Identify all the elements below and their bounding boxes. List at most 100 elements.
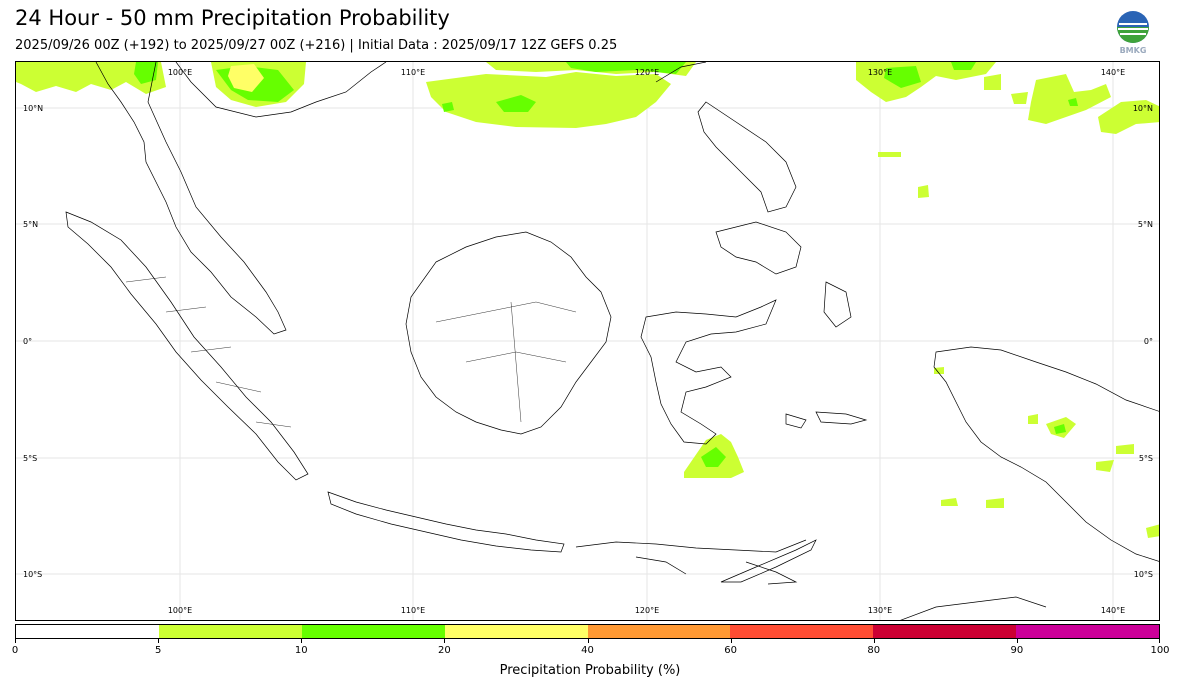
lat-label-0: 0° [23,337,32,346]
chart-title: 24 Hour - 50 mm Precipitation Probabilit… [15,6,450,30]
lon-label-110e: 110°E [401,68,425,77]
precip-area-5-10 [1011,92,1028,104]
map-panel: 100°E 110°E 120°E 130°E 140°E 100°E 110°… [15,61,1160,621]
precip-area-10-20 [566,62,686,74]
precip-area-5-10 [426,72,671,128]
precip-area-10-20 [496,95,536,112]
lat-label-10s: 10°S [23,570,42,579]
lon-labels-top: 100°E 110°E 120°E 130°E 140°E [168,68,1125,77]
colorbar-tick-label: 100 [1150,645,1170,656]
lon-label-100e-bottom: 100°E [168,606,192,615]
coastline-timor [720,539,817,583]
coastline-lesser-sunda [575,539,807,585]
colorbar-segment [1016,625,1159,638]
lat-label-5n: 5°N [23,220,38,229]
lat-labels-left: 10°N 5°N 0° 5°S 10°S [23,104,43,579]
chart-subtitle: 2025/09/26 00Z (+192) to 2025/09/27 00Z … [15,38,618,53]
precip-area-5-10 [918,185,929,198]
coastline-java [327,491,565,553]
precip-area-5-10 [16,62,166,94]
precip-area-10-20 [1054,424,1066,434]
colorbar-segment [587,625,731,638]
lon-label-140e: 140°E [1101,68,1125,77]
coastline-australia-north [900,596,1047,620]
colorbar-tick [1016,639,1018,643]
lat-label-0-right: 0° [1144,337,1153,346]
precip-area-5-10 [1096,460,1114,472]
colorbar-segment [873,625,1017,638]
precip-area-5-10 [984,74,1001,90]
precip-area-5-10 [941,498,958,506]
coastline-papua [933,346,1159,562]
colorbar-tick [301,639,303,643]
svg-text:BMKG: BMKG [1120,46,1147,55]
lon-label-140e-bottom: 140°E [1101,606,1125,615]
lon-label-100e: 100°E [168,68,192,77]
lon-label-130e: 130°E [868,68,892,77]
colorbar-title: Precipitation Probability (%) [499,663,681,678]
colorbar-tick [873,639,875,643]
lat-labels-right: 10°N 5°N 0° 5°S 10°S [1133,104,1153,579]
coastline-sulawesi [640,299,777,445]
coastline-sumatra-borders [125,276,292,428]
lon-label-120e: 120°E [635,68,659,77]
precip-area-5-10 [986,498,1004,508]
precip-area-5-10 [1028,414,1038,424]
colorbar-segment [16,625,159,638]
precip-area-10-20 [134,62,158,84]
precip-area-5-10 [1146,524,1159,538]
precip-area-5-10 [878,152,901,157]
precip-area-10-20 [884,66,921,88]
precip-area-10-20 [701,447,726,467]
lon-label-110e-bottom: 110°E [401,606,425,615]
colorbar-tick-label: 20 [438,645,451,656]
colorbar-segment [730,625,874,638]
precip-area-5-10 [1028,74,1111,124]
lat-label-10n: 10°N [23,104,43,113]
colorbar-tick-label: 10 [294,645,308,656]
coastline-sumatra [65,211,309,481]
coastline-philippines [655,62,797,213]
coastline-maluku [785,281,868,429]
colorbar-segment [444,625,588,638]
coastlines [65,62,1159,620]
lat-label-10s-right: 10°S [1134,570,1153,579]
map-gridlines [16,62,1159,620]
coastline-mindanao [715,221,802,275]
colorbar-tick [587,639,589,643]
coastline-mainland-asia [95,62,287,335]
precipitation-areas [16,62,1159,538]
colorbar-tick [15,639,16,643]
lon-labels-bottom: 100°E 110°E 120°E 130°E 140°E [168,606,1125,615]
colorbar-tick [158,639,160,643]
precip-area-20-40 [228,64,264,92]
colorbar-tick [444,639,446,643]
colorbar-tick-label: 5 [154,645,162,656]
precip-area-10-20 [442,102,454,112]
precip-area-5-10 [934,367,944,374]
colorbar-tick-label: 80 [867,645,881,656]
precip-area-5-10 [1098,100,1159,134]
colorbar-tick-label: 0 [11,645,19,656]
lat-label-5s: 5°S [23,454,37,463]
lat-label-5s-right: 5°S [1139,454,1153,463]
colorbar-tick-label: 60 [724,645,737,656]
lat-label-10n-right: 10°N [1133,104,1153,113]
colorbar-segment [158,625,302,638]
colorbar [15,624,1160,639]
coastline-indochina [175,62,387,118]
colorbar-tick [730,639,732,643]
colorbar-tick-label: 40 [581,645,594,656]
lat-label-5n-right: 5°N [1138,220,1153,229]
precip-area-5-10 [1116,444,1134,454]
precip-area-10-20 [951,62,976,70]
colorbar-tick-label: 90 [1010,645,1024,656]
colorbar-tick [1159,639,1160,643]
lon-label-120e-bottom: 120°E [635,606,659,615]
coastline-borneo [405,231,612,435]
coastline-kalimantan-borders [435,301,577,423]
colorbar-segment [301,625,445,638]
lon-label-130e-bottom: 130°E [868,606,892,615]
precip-area-10-20 [1068,98,1078,106]
bmkg-logo-icon: BMKG [1114,10,1152,56]
